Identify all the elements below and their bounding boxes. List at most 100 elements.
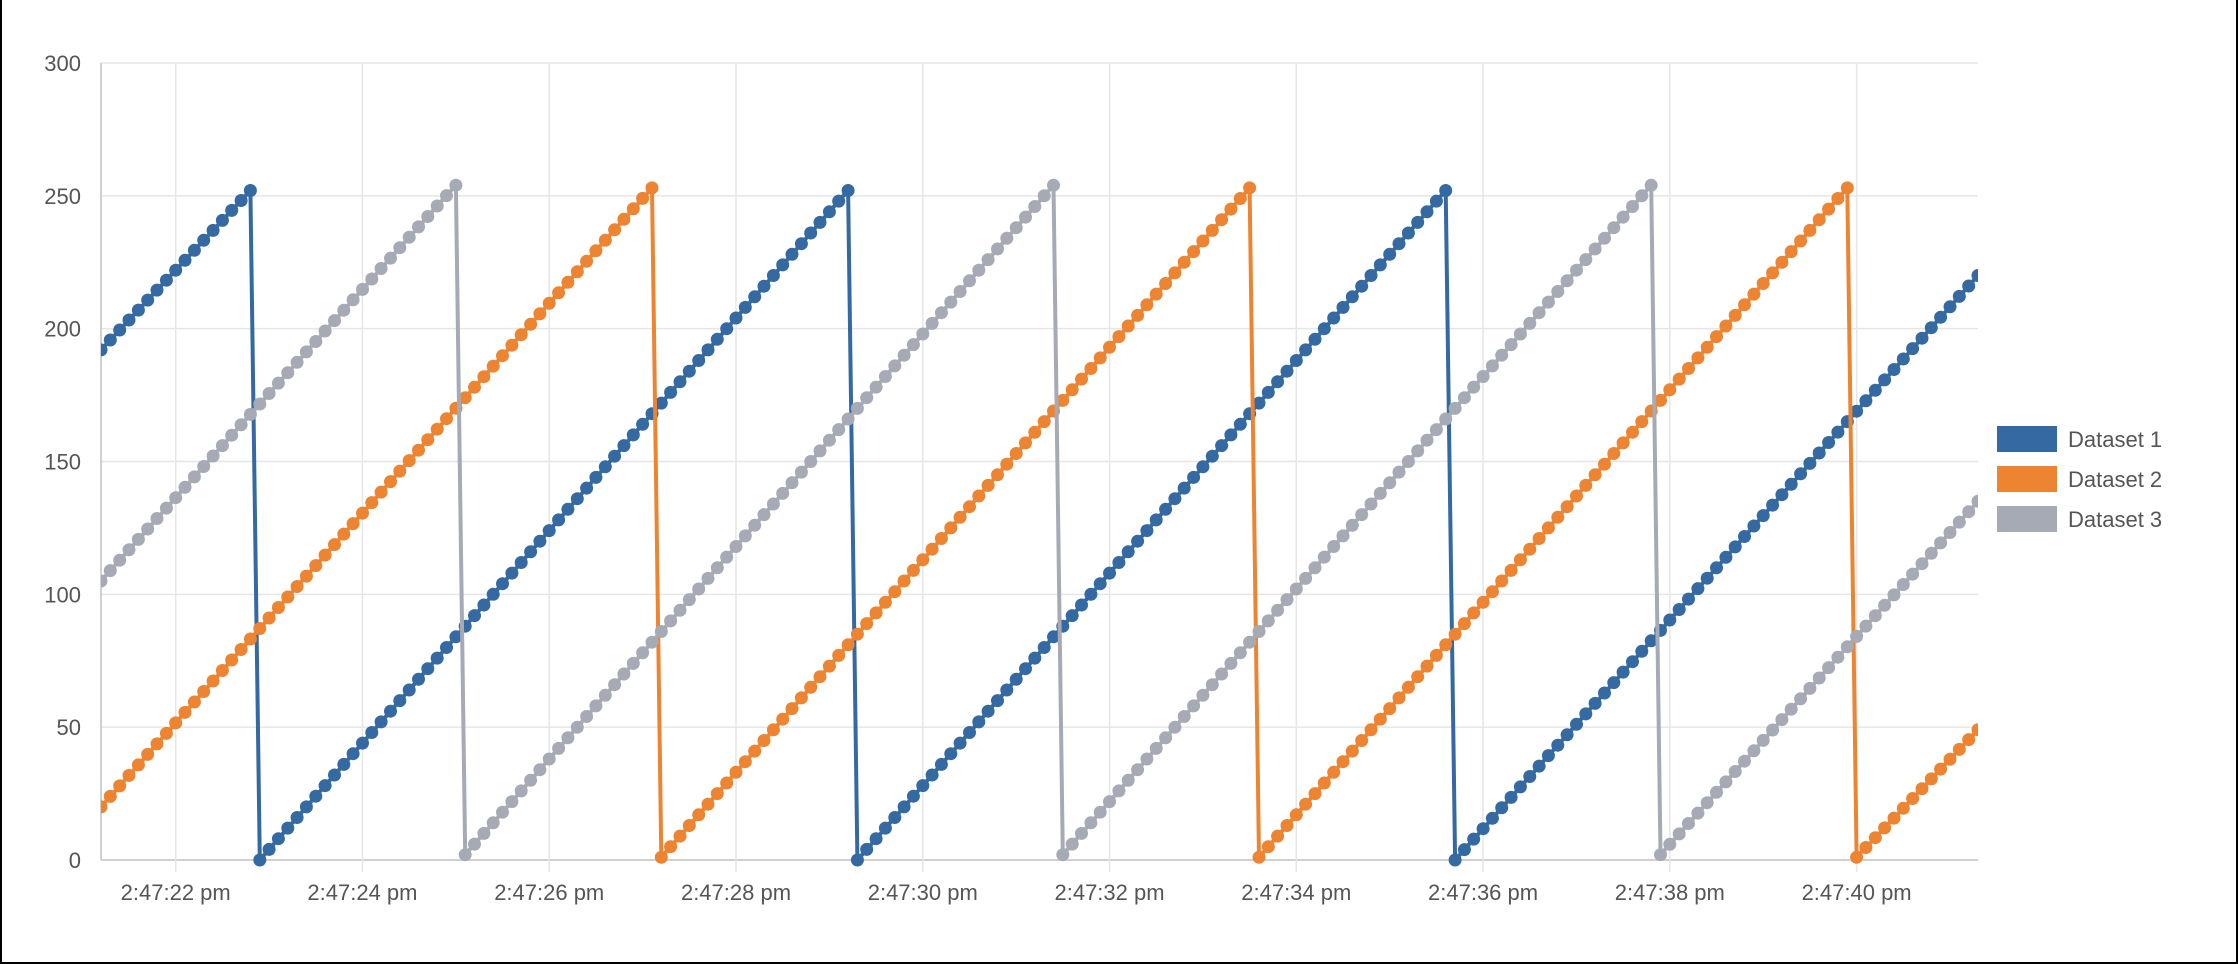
data-point <box>682 593 696 607</box>
data-point <box>253 853 267 867</box>
data-point <box>1009 447 1023 460</box>
data-point <box>1840 640 1854 654</box>
data-point <box>710 332 724 346</box>
data-point <box>673 375 687 389</box>
data-point <box>1626 655 1639 669</box>
data-point <box>1654 393 1667 407</box>
data-point <box>1028 425 1042 439</box>
legend-item[interactable]: Dataset 2 <box>1997 466 2162 492</box>
data-point <box>524 317 538 331</box>
data-point <box>1728 540 1742 554</box>
data-point <box>477 370 491 384</box>
data-point <box>1103 340 1116 354</box>
data-point <box>1598 686 1611 700</box>
data-point <box>1383 247 1397 261</box>
data-point <box>1700 571 1714 585</box>
data-point <box>1280 593 1294 607</box>
data-point <box>1280 364 1294 378</box>
data-point <box>1700 796 1714 810</box>
data-point <box>673 603 687 617</box>
data-point <box>654 625 668 638</box>
data-point <box>384 704 397 718</box>
data-point <box>299 345 313 359</box>
data-point <box>794 237 808 251</box>
data-point <box>925 768 939 782</box>
data-point <box>963 500 976 514</box>
data-point <box>561 502 575 516</box>
data-point <box>757 734 771 747</box>
data-point <box>1345 744 1359 758</box>
data-point <box>421 433 435 447</box>
data-point <box>944 295 958 309</box>
data-point <box>1915 557 1929 571</box>
data-point <box>1887 811 1901 825</box>
data-point <box>169 491 183 505</box>
data-point <box>1149 287 1163 301</box>
data-point <box>1635 189 1649 203</box>
data-point <box>953 510 967 524</box>
data-point <box>1224 202 1238 216</box>
data-point <box>131 532 145 546</box>
data-point <box>1327 311 1341 325</box>
data-point <box>1271 603 1285 617</box>
data-point <box>1448 401 1462 415</box>
data-point <box>1728 308 1742 322</box>
data-point <box>468 380 481 394</box>
data-point <box>1168 492 1182 506</box>
data-point <box>393 694 407 708</box>
data-point <box>1467 606 1481 620</box>
data-point <box>159 273 173 287</box>
data-point <box>934 532 948 545</box>
x-gridlines <box>100 63 1858 872</box>
data-point <box>1812 671 1826 685</box>
data-point <box>626 202 640 216</box>
data-point <box>1952 742 1966 756</box>
data-point <box>1485 585 1499 599</box>
data-point <box>1626 200 1639 213</box>
data-point <box>1448 853 1462 867</box>
data-point <box>1532 532 1546 545</box>
data-point <box>1756 733 1770 747</box>
data-point <box>1028 200 1042 213</box>
data-point <box>1850 629 1864 643</box>
data-point <box>1934 310 1948 324</box>
data-point <box>1168 720 1182 734</box>
data-point <box>1093 351 1107 365</box>
data-point <box>598 233 612 247</box>
data-point <box>505 566 519 580</box>
data-point <box>496 805 509 819</box>
data-point <box>262 842 276 856</box>
data-point <box>337 527 351 541</box>
data-point <box>804 680 818 694</box>
data-point <box>1261 614 1275 628</box>
data-point <box>953 736 967 750</box>
data-point <box>1794 467 1808 481</box>
data-point <box>776 712 790 726</box>
data-point <box>1607 447 1621 460</box>
data-point <box>1822 436 1836 449</box>
data-point <box>598 460 612 474</box>
data-point <box>1485 811 1499 825</box>
data-point <box>356 506 369 520</box>
data-point <box>570 492 584 506</box>
data-point <box>1513 780 1527 794</box>
data-point <box>804 226 818 240</box>
data-point <box>1336 529 1350 543</box>
data-point <box>1159 731 1173 745</box>
data-point <box>1532 759 1546 773</box>
data-point <box>1401 455 1415 468</box>
data-point <box>1812 213 1826 227</box>
data-point <box>178 705 192 719</box>
data-point <box>468 837 481 851</box>
data-point <box>1289 808 1303 822</box>
legend-item[interactable]: Dataset 3 <box>1997 506 2162 532</box>
data-point <box>1187 245 1201 259</box>
series-line <box>101 188 1978 862</box>
legend-item[interactable]: Dataset 1 <box>1997 426 2162 452</box>
data-point <box>1607 221 1621 235</box>
data-point <box>440 412 453 426</box>
data-point <box>701 571 715 585</box>
data-point <box>103 564 117 578</box>
data-point <box>1579 253 1593 267</box>
data-point <box>101 800 108 814</box>
